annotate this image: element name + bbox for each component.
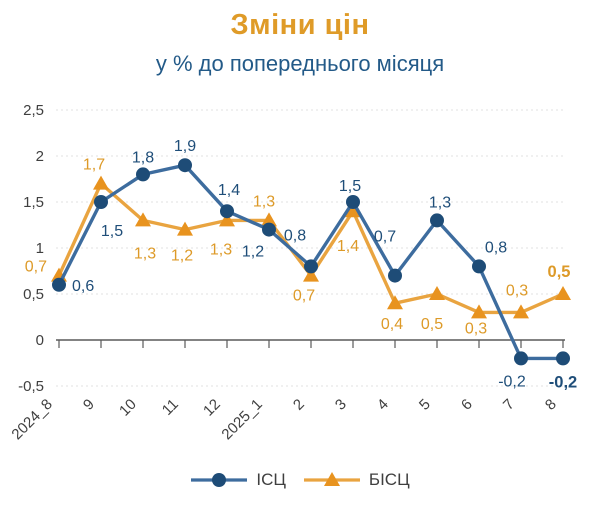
icp-line-circle-swatch [191, 473, 248, 487]
y-tick-label: -0,5 [18, 378, 44, 395]
icp-data-label: 1,5 [101, 223, 123, 240]
x-tick-label: 4 [374, 396, 392, 414]
legend-item-bicp: БІСЦ [303, 470, 410, 490]
bicp-data-point-marker [387, 295, 403, 310]
icp-data-point-marker [346, 195, 360, 209]
bicp-data-label: 0,7 [293, 288, 315, 305]
bicp-data-point-marker [135, 212, 151, 227]
icp-data-label: -0,2 [549, 373, 577, 391]
bicp-data-label: 0,3 [506, 282, 528, 299]
y-tick-label: 2,5 [23, 102, 44, 119]
x-tick-label: 2024_8 [8, 396, 55, 443]
bicp-data-point-marker [555, 286, 571, 300]
icp-data-label: 1,4 [218, 182, 240, 199]
icp-data-label: 1,9 [174, 138, 196, 155]
bicp-data-point-marker [261, 212, 277, 227]
icp-data-point-marker [472, 259, 486, 274]
icp-data-label: -0,2 [498, 373, 526, 390]
bicp-data-label: 1,3 [134, 245, 156, 262]
icp-data-point-marker [94, 195, 108, 209]
icp-data-point-marker [178, 158, 192, 173]
icp-data-label: 0,8 [284, 227, 306, 244]
x-tick-label: 2025_1 [218, 396, 265, 443]
x-tick-label: 9 [80, 396, 98, 414]
legend-triangle-marker [323, 472, 340, 486]
x-tick-label: 7 [500, 396, 518, 414]
page-title: Зміни цін [230, 9, 370, 41]
bicp-data-label: 1,3 [210, 241, 232, 258]
icp-data-point-marker [304, 259, 318, 274]
icp-data-label: 0,8 [485, 239, 507, 256]
bicp-line-triangle-swatch [303, 472, 360, 486]
bicp-data-label: 1,3 [253, 193, 275, 210]
icp-data-point-marker [514, 351, 528, 366]
x-tick-label: 12 [200, 396, 224, 420]
bicp-data-label: 1,7 [83, 157, 105, 174]
legend-item-icp: ІСЦ [190, 470, 286, 490]
bicp-data-point-marker [219, 212, 235, 227]
icp-data-label: 1,2 [242, 244, 264, 261]
bicp-data-point-marker [303, 267, 319, 282]
bicp-data-label: 0,5 [421, 316, 443, 333]
icp-data-label: 1,8 [132, 149, 154, 166]
page-subtitle: у % до попереднього місяця [155, 51, 445, 76]
x-tick-label: 11 [159, 396, 182, 419]
bicp-data-label: 1,4 [337, 238, 359, 255]
icp-data-point-marker [136, 167, 150, 182]
bicp-data-label: 1,2 [171, 248, 193, 265]
icp-data-labels: 0,6 1,5 1,8 1,9 1,4 1,2 0,8 1,5 0,7 1,3 0,8 -0,2 -0,… [72, 138, 577, 391]
x-tick-label: 10 [116, 396, 140, 420]
bicp-data-label: 0,5 [548, 263, 571, 281]
chart-legend: ІСЦ БІСЦ [0, 470, 600, 490]
bicp-data-label: 0,3 [465, 320, 487, 337]
x-tick-label: 8 [542, 396, 560, 414]
icp-data-point-marker [220, 204, 234, 219]
icp-data-label: 0,7 [374, 229, 396, 246]
legend-label-bicp: БІСЦ [368, 470, 410, 489]
y-tick-label: 1,5 [23, 194, 44, 211]
bicp-data-label: 0,4 [381, 316, 403, 333]
icp-data-label: 1,3 [429, 194, 451, 211]
bicp-data-point-marker [345, 203, 361, 218]
icp-data-point-marker [430, 213, 444, 228]
x-tick-label: 2 [290, 396, 308, 414]
bicp-data-label: 0,7 [25, 259, 47, 276]
icp-data-point-marker [262, 222, 276, 237]
legend-circle-marker [212, 473, 227, 487]
legend-label-icp: ІСЦ [256, 470, 286, 489]
y-tick-label: 0,5 [23, 286, 44, 303]
y-tick-label: 1 [36, 240, 44, 257]
x-tick-label: 5 [416, 396, 434, 414]
bicp-data-point-marker [471, 304, 487, 319]
icp-data-label: 0,6 [72, 278, 94, 295]
bicp-data-point-marker [93, 175, 109, 190]
series-bicp [51, 175, 571, 319]
icp-data-point-marker [52, 277, 66, 292]
y-tick-label: 0 [36, 332, 44, 349]
bicp-data-labels: 0,7 1,7 1,3 1,2 1,3 1,3 0,7 1,4 0,4 0,5 0,3 0,3 0,5 [25, 157, 571, 338]
bicp-data-point-marker [177, 221, 193, 236]
series-icp [52, 158, 570, 366]
icp-data-point-marker [556, 351, 570, 366]
x-tick-label: 6 [458, 396, 476, 414]
bicp-data-point-marker [513, 304, 529, 319]
icp-data-point-marker [388, 268, 402, 283]
y-tick-label: 2 [36, 148, 44, 165]
bicp-data-point-marker [429, 286, 445, 300]
x-tick-label: 3 [332, 396, 350, 414]
icp-data-label: 1,5 [339, 178, 361, 195]
